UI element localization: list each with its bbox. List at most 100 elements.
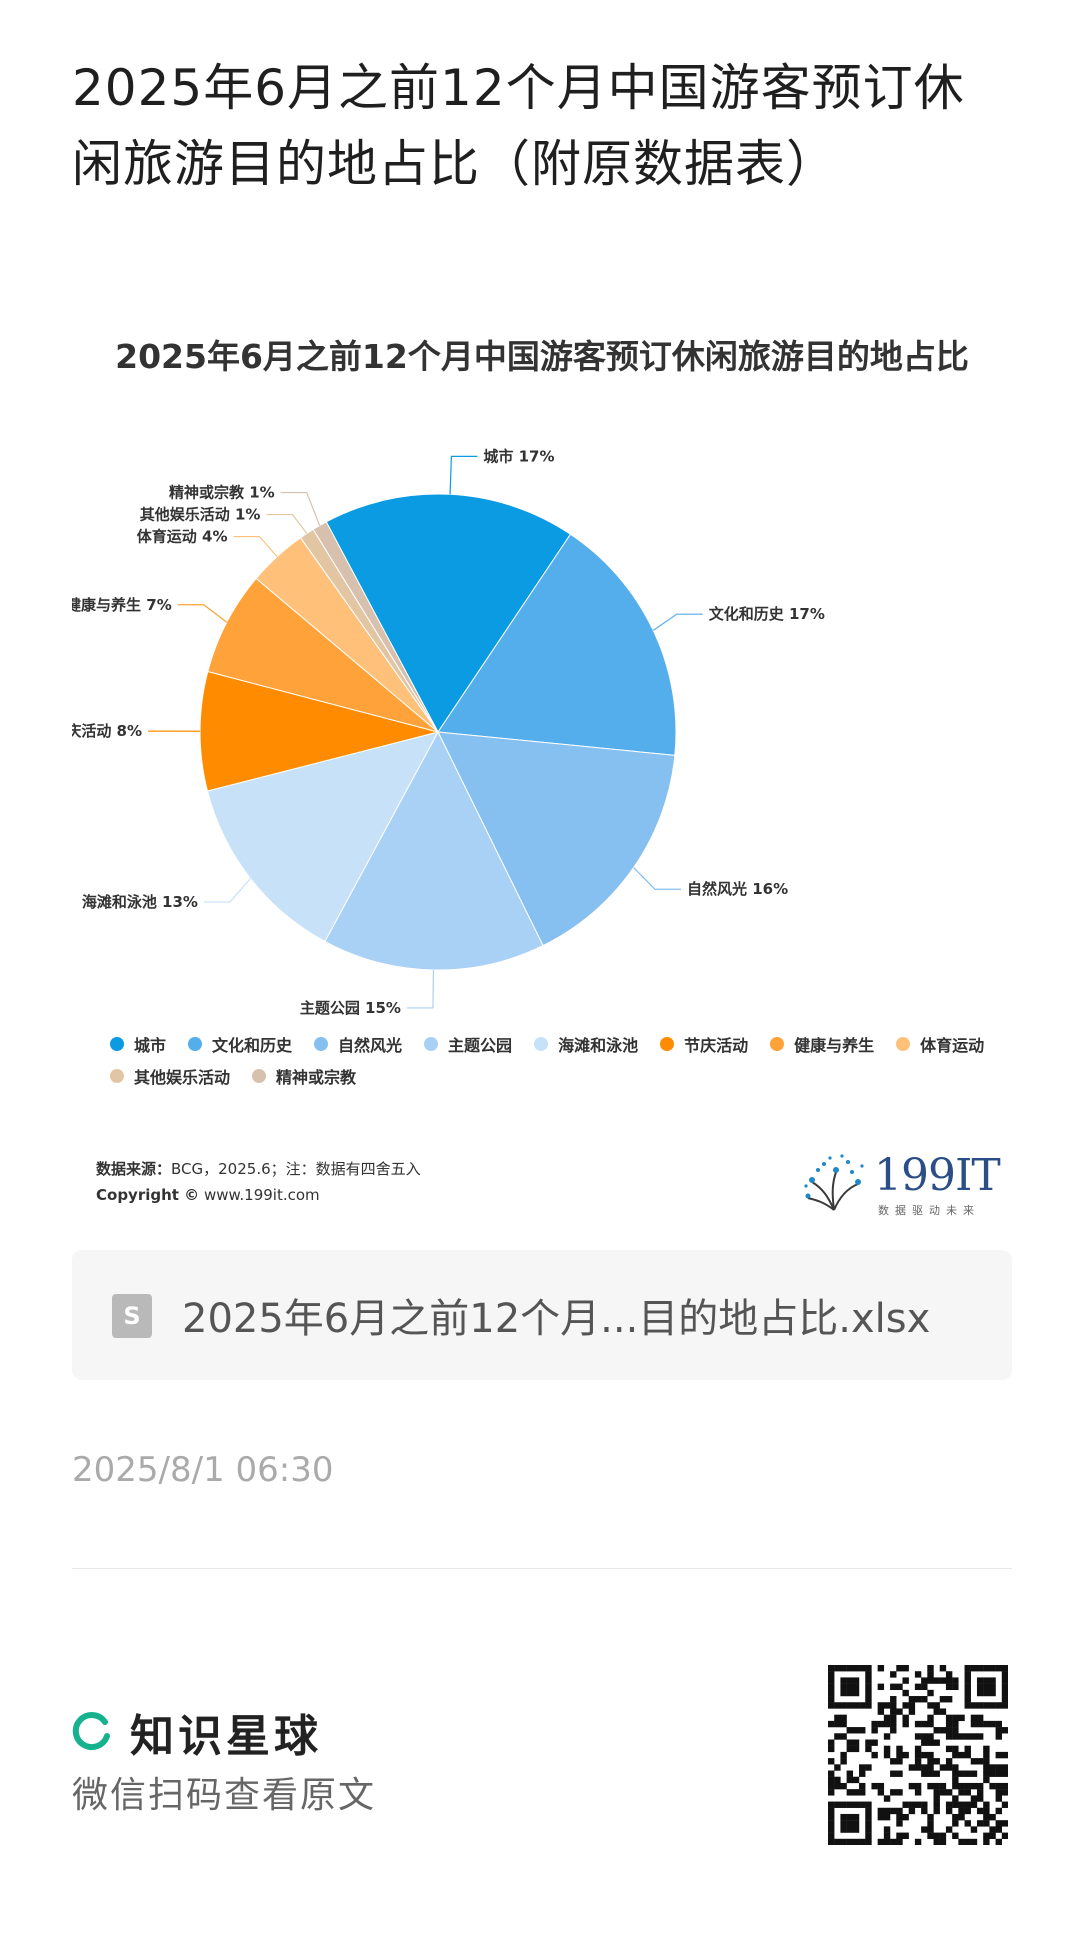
qr-module xyxy=(939,1838,947,1845)
slice-label: 文化和历史 17% xyxy=(709,605,825,623)
qr-module xyxy=(890,1708,897,1715)
qr-module xyxy=(933,1677,940,1684)
qr-module xyxy=(914,1782,922,1790)
pie-slice xyxy=(437,731,676,947)
qr-module xyxy=(945,1677,953,1684)
qr-module xyxy=(921,1696,928,1703)
qr-module xyxy=(846,1689,854,1697)
qr-module xyxy=(883,1826,891,1833)
pie-chart: 精神或宗教 1% 其他娱乐活动 1% 体育运动 4% 健康与养生 7% 节庆活动 8% 海… xyxy=(72,447,825,1017)
qr-module xyxy=(964,1696,971,1703)
qr-module xyxy=(983,1677,990,1684)
qr-module xyxy=(933,1727,940,1734)
qr-module xyxy=(852,1801,860,1808)
qr-module xyxy=(852,1813,860,1821)
qr-module xyxy=(983,1764,990,1771)
qr-module xyxy=(952,1683,959,1691)
qr-module xyxy=(927,1702,934,1709)
qr-module xyxy=(927,1820,934,1827)
pie-slice xyxy=(207,577,439,733)
qr-module xyxy=(834,1665,841,1672)
legend-swatch xyxy=(188,1037,203,1051)
legend-label: 其他娱乐活动 xyxy=(134,1068,231,1087)
qr-module xyxy=(952,1770,959,1777)
attachment-card[interactable]: S 2025年6月之前12个月...目的地占比.xlsx xyxy=(72,1250,1012,1380)
slice-label: 主题公园 15% xyxy=(300,999,401,1017)
qr-code[interactable] xyxy=(828,1665,1008,1845)
qr-module xyxy=(945,1807,953,1815)
qr-module xyxy=(976,1683,984,1691)
qr-module xyxy=(828,1789,835,1796)
qr-module xyxy=(933,1758,940,1765)
pie-slice xyxy=(437,533,677,756)
qr-module xyxy=(865,1739,872,1746)
qr-module xyxy=(883,1813,891,1821)
qr-module xyxy=(983,1665,990,1672)
qr-module xyxy=(952,1820,959,1827)
qr-module xyxy=(828,1665,835,1672)
page-title: 2025年6月之前12个月中国游客预订休闲旅游目的地占比（附原数据表） xyxy=(72,59,965,193)
qr-module xyxy=(890,1696,897,1703)
qr-module xyxy=(834,1776,841,1784)
qr-module xyxy=(908,1708,916,1715)
qr-module xyxy=(964,1789,971,1796)
qr-module xyxy=(1001,1677,1008,1684)
qr-module xyxy=(983,1689,990,1697)
qr-module xyxy=(828,1838,835,1845)
qr-module xyxy=(958,1801,965,1808)
qr-module xyxy=(902,1702,909,1709)
qr-module xyxy=(945,1720,953,1728)
qr-module xyxy=(976,1789,984,1796)
slice-label: 精神或宗教 1% xyxy=(169,484,275,502)
attachment-filename[interactable]: 2025年6月之前12个月...目的地占比.xlsx xyxy=(182,1296,931,1342)
qr-module xyxy=(828,1820,835,1827)
slice-label: 自然风光 16% xyxy=(687,880,788,898)
legend-swatch xyxy=(424,1037,439,1051)
leader-line xyxy=(280,491,321,526)
qr-module xyxy=(883,1795,891,1802)
qr-module xyxy=(921,1826,928,1833)
qr-module xyxy=(834,1714,841,1722)
qr-module xyxy=(995,1789,1002,1796)
qr-module xyxy=(970,1826,978,1833)
leader-line xyxy=(266,513,308,534)
qr-module xyxy=(945,1789,953,1796)
qr-module xyxy=(859,1782,866,1790)
qr-module xyxy=(945,1801,953,1808)
qr-module xyxy=(828,1745,835,1753)
qr-module xyxy=(852,1727,860,1734)
qr-module xyxy=(846,1776,854,1784)
qr-module xyxy=(859,1702,866,1709)
qr-module xyxy=(902,1689,909,1697)
qr-module xyxy=(983,1820,990,1827)
qr-module xyxy=(995,1720,1002,1728)
qr-module xyxy=(896,1813,903,1821)
leader-line xyxy=(203,878,251,903)
legend-swatch xyxy=(660,1037,675,1051)
qr-module xyxy=(976,1689,984,1697)
qr-module xyxy=(983,1801,990,1808)
qr-module xyxy=(989,1764,996,1771)
qr-module xyxy=(976,1665,984,1672)
qr-module xyxy=(840,1702,847,1709)
qr-module xyxy=(927,1782,934,1790)
qr-module xyxy=(952,1801,959,1808)
qr-module xyxy=(995,1702,1002,1709)
qr-module xyxy=(976,1820,984,1827)
leader-line xyxy=(233,535,278,558)
qr-module xyxy=(989,1683,996,1691)
qr-module xyxy=(890,1702,897,1709)
data-source-note: 数据来源：BCG，2025.6；注：数据有四舍五入 xyxy=(96,1158,421,1179)
qr-module xyxy=(840,1677,847,1684)
qr-module xyxy=(933,1782,940,1790)
qr-module xyxy=(921,1733,928,1740)
qr-module xyxy=(865,1807,872,1815)
qr-module xyxy=(828,1702,835,1709)
qr-module xyxy=(840,1683,847,1691)
legend-item: 城市 xyxy=(110,1032,166,1056)
qr-module xyxy=(840,1665,847,1672)
slice-label: 城市 17% xyxy=(483,447,554,465)
qr-module xyxy=(871,1739,878,1746)
qr-module xyxy=(859,1665,866,1672)
qr-module xyxy=(877,1838,885,1845)
